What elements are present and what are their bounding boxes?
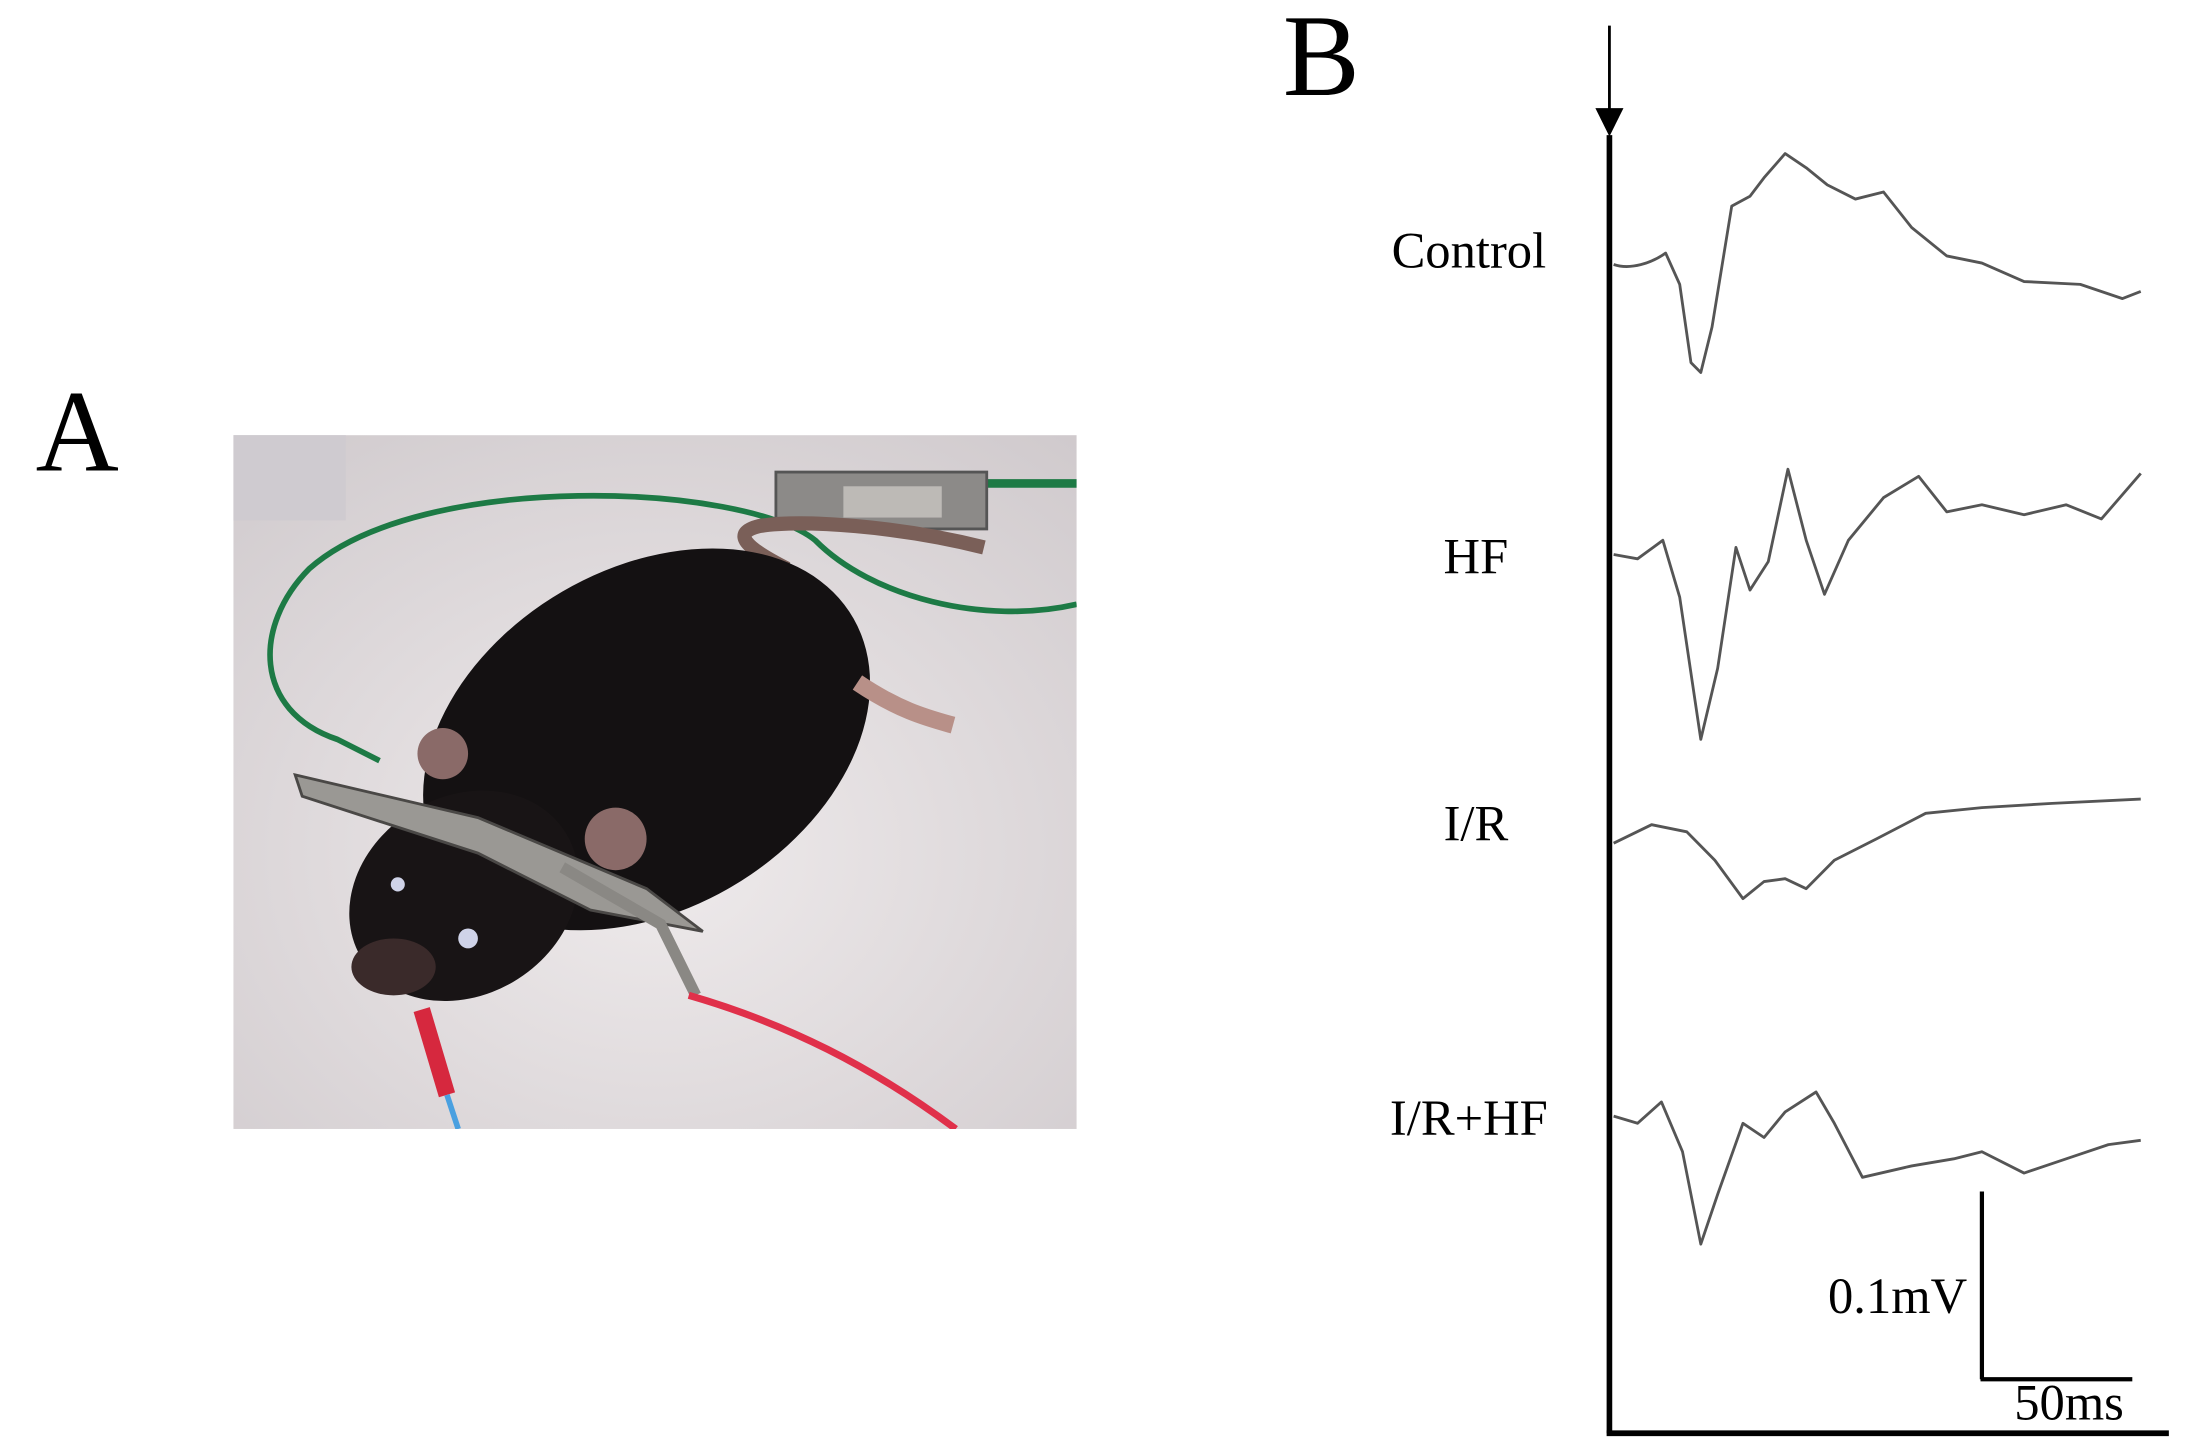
stimulus-arrow [1595,25,1624,137]
scale-label: 50ms [2014,1375,2124,1431]
ecg-trace [1613,797,2141,901]
ecg-trace [1613,467,2142,741]
scale-label: 0.1mV [1828,1269,1967,1325]
ecg-trace [1613,1090,2141,1246]
panel-label: A [36,368,119,497]
trace-label: I/R [1444,796,1509,852]
trace-label: HF [1444,529,1509,585]
ecg-trace [1613,152,2142,374]
trace-label: I/R+HF [1390,1091,1548,1147]
photo [233,435,1077,1129]
trace-label: Control [1392,223,1547,279]
scale-bar [1979,1191,2133,1382]
panel-label: B [1283,0,1360,121]
